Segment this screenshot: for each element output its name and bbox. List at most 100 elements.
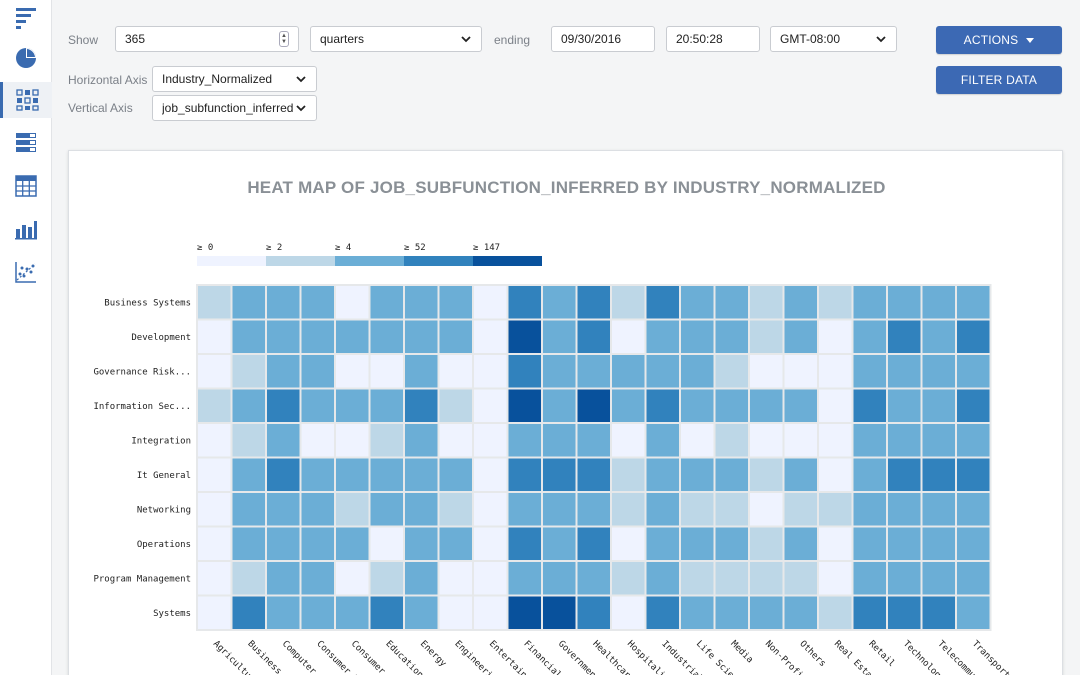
legend-swatch [197, 256, 266, 266]
vertical-axis-label: Vertical Axis [68, 101, 133, 115]
heatmap-cell [370, 320, 403, 353]
heatmap-cell [336, 424, 369, 457]
sidebar-item-scatter[interactable] [0, 254, 52, 290]
x-axis-label: Others [797, 639, 827, 669]
heatmap-cell [198, 286, 231, 319]
heatmap-cell [405, 562, 438, 595]
heatmap-cell [267, 493, 300, 526]
heatmap-cell [474, 424, 507, 457]
heatmap-cell [922, 527, 955, 560]
heatmap-cell [957, 424, 990, 457]
heatmap-cell [784, 286, 817, 319]
heatmap-cell [232, 355, 265, 388]
x-axis-label: Media [728, 639, 754, 665]
heatmap-cell [336, 355, 369, 388]
heatmap-cell [439, 389, 472, 422]
heatmap-cell [681, 389, 714, 422]
heatmap-cell [543, 458, 576, 491]
heatmap-cell [853, 389, 886, 422]
heatmap-cell [232, 389, 265, 422]
heatmap-cell [922, 355, 955, 388]
heatmap-cell [405, 355, 438, 388]
heatmap-cell [543, 493, 576, 526]
heatmap-cell [715, 286, 748, 319]
end-date-input[interactable]: 09/30/2016 [551, 26, 655, 52]
heatmap-cell [646, 389, 679, 422]
heatmap-cell [612, 389, 645, 422]
heatmap-cell [888, 458, 921, 491]
heatmap-cell [819, 596, 852, 629]
heatmap-cell [819, 355, 852, 388]
heatmap-cell [750, 527, 783, 560]
heatmap-cell [301, 389, 334, 422]
heatmap-cell [198, 527, 231, 560]
heatmap-cell [819, 320, 852, 353]
heatmap-cell [543, 286, 576, 319]
heatmap-cell [370, 458, 403, 491]
sidebar-item-table-list[interactable] [0, 126, 52, 162]
heatmap-cell [646, 493, 679, 526]
sidebar-item-calendar[interactable] [0, 168, 52, 204]
sidebar-item-bar-list[interactable] [0, 0, 52, 36]
sidebar-item-pie[interactable] [0, 40, 52, 76]
stepper-arrows-icon[interactable]: ▲ ▼ [279, 31, 289, 47]
show-count-value: 365 [125, 32, 146, 46]
heatmap-cell [577, 424, 610, 457]
heatmap-cell [336, 320, 369, 353]
timezone-select[interactable]: GMT-08:00 [770, 26, 897, 52]
column-chart-icon [15, 221, 37, 240]
heatmap-cell [405, 493, 438, 526]
vertical-axis-select[interactable]: job_subfunction_inferred [152, 95, 317, 121]
heatmap-cell [784, 596, 817, 629]
heatmap-cell [267, 389, 300, 422]
heatmap-cell [853, 493, 886, 526]
heatmap-cell [715, 424, 748, 457]
heatmap-cell [474, 493, 507, 526]
heatmap-cell [922, 596, 955, 629]
heatmap-cell [681, 527, 714, 560]
heatmap-cell [577, 286, 610, 319]
heatmap-cell [853, 355, 886, 388]
end-date-value: 09/30/2016 [561, 32, 622, 46]
heatmap-cell [922, 493, 955, 526]
heatmap-cell [543, 320, 576, 353]
end-time-input[interactable]: 20:50:28 [666, 26, 760, 52]
heatmap-cell [750, 320, 783, 353]
heatmap-cell [888, 286, 921, 319]
heatmap-cell [577, 355, 610, 388]
actions-button[interactable]: ACTIONS [936, 26, 1062, 54]
horizontal-axis-select[interactable]: Industry_Normalized [152, 66, 317, 92]
heatmap-cell [405, 389, 438, 422]
heatmap-cell [784, 493, 817, 526]
y-axis-label: Program Management [93, 574, 191, 584]
heatmap-cell [474, 527, 507, 560]
heatmap-cell [922, 424, 955, 457]
heatmap-cell [715, 562, 748, 595]
heatmap-cell [888, 424, 921, 457]
calendar-grid-icon [15, 175, 37, 197]
heatmap-cell [198, 424, 231, 457]
y-axis-label: Operations [137, 540, 191, 550]
heatmap-cell [508, 562, 541, 595]
heatmap-cell [474, 286, 507, 319]
sidebar-item-columns[interactable] [0, 211, 52, 247]
sidebar-item-heatmap[interactable] [0, 82, 52, 118]
chevron-down-icon [296, 76, 306, 83]
heatmap-cell [750, 286, 783, 319]
heatmap-cell [750, 493, 783, 526]
filter-data-button[interactable]: FILTER DATA [936, 66, 1062, 94]
period-select[interactable]: quarters [310, 26, 482, 52]
y-axis-label: Business Systems [104, 298, 191, 308]
heatmap-cell [439, 458, 472, 491]
heatmap-cell [577, 493, 610, 526]
heatmap-cell [612, 424, 645, 457]
legend-label: ≥ 147 [473, 243, 500, 253]
legend-swatch [473, 256, 542, 266]
heatmap-cell [888, 527, 921, 560]
heatmap-cell [370, 389, 403, 422]
heatmap-cell [232, 286, 265, 319]
show-count-stepper[interactable]: 365 ▲ ▼ [115, 26, 299, 52]
heatmap-cell [819, 389, 852, 422]
heatmap-cell [853, 424, 886, 457]
heatmap-cell [405, 286, 438, 319]
